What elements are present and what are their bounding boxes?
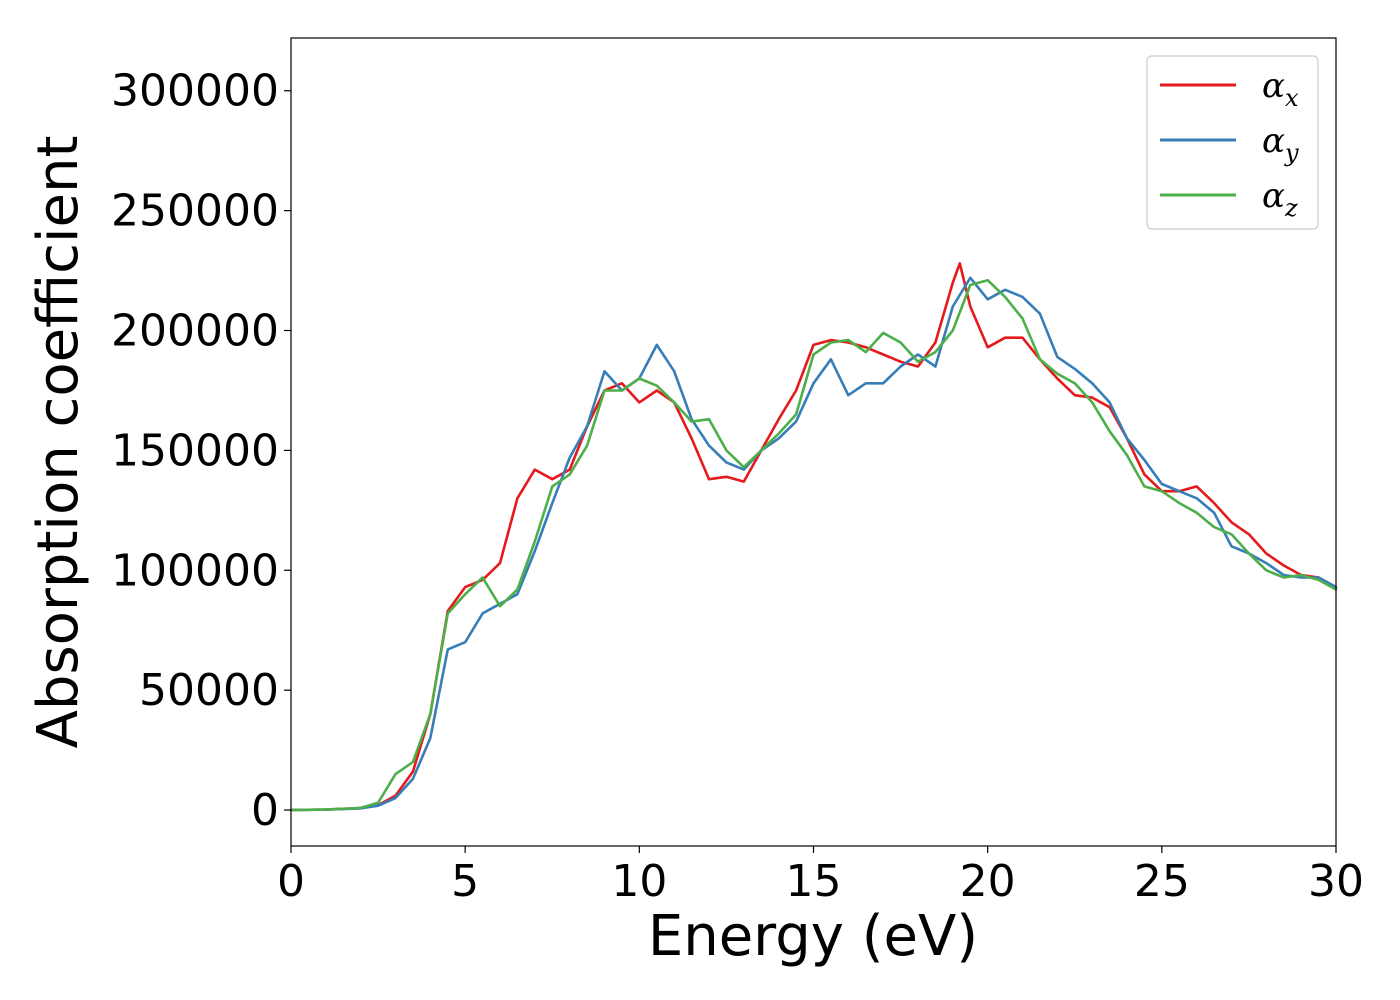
legend-label-base: α — [1262, 121, 1285, 161]
y-axis: 0 50000 100000 150000 200000 250000 300000 — [111, 66, 291, 836]
y-tick-label: 200000 — [111, 306, 279, 357]
x-tick-label: 10 — [611, 856, 667, 907]
y-tick-label: 100000 — [111, 545, 279, 596]
x-tick-label: 20 — [960, 856, 1016, 907]
legend-label-z: αz — [1262, 176, 1298, 222]
legend-label-subscript: y — [1284, 139, 1299, 167]
legend-label-y: αy — [1262, 121, 1299, 167]
legend-box — [1146, 55, 1319, 230]
y-tick-label: 250000 — [111, 186, 279, 237]
y-tick-label: 0 — [251, 785, 279, 836]
y-tick-label: 150000 — [111, 425, 279, 476]
legend-label-base: α — [1262, 66, 1285, 106]
legend-label-x: αx — [1262, 66, 1299, 112]
series-line-x — [289, 262, 1338, 812]
x-tick-label: 15 — [786, 856, 842, 907]
x-tick-label: 25 — [1134, 856, 1190, 907]
legend-label-subscript: x — [1285, 84, 1299, 112]
x-tick-label: 0 — [277, 856, 305, 907]
series-layer — [289, 262, 1338, 812]
y-tick-label: 300000 — [111, 66, 279, 117]
legend-label-base: α — [1262, 176, 1285, 216]
y-tick-label: 50000 — [139, 665, 279, 716]
x-tick-label: 30 — [1308, 856, 1364, 907]
series-line-y — [289, 276, 1338, 812]
y-axis-label: Absorption coefficient — [26, 136, 91, 749]
x-axis-label: Energy (eV) — [648, 904, 978, 969]
series-line-z — [289, 278, 1338, 812]
x-tick-label: 5 — [451, 856, 479, 907]
x-axis: 0 5 10 15 20 25 30 — [277, 846, 1364, 907]
legend-label-subscript: z — [1284, 194, 1298, 222]
